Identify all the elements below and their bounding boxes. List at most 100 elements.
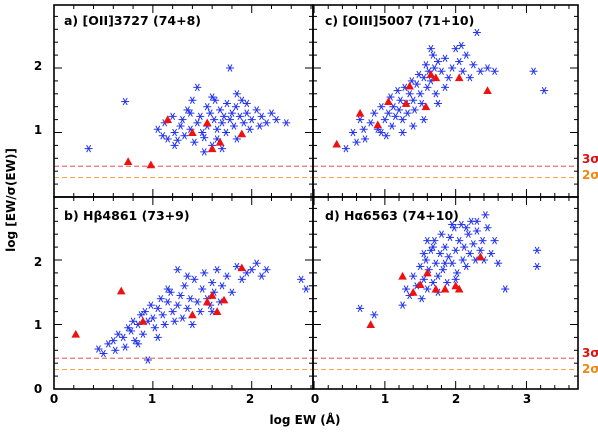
asterisk-point [222, 99, 231, 108]
asterisk-point [190, 138, 199, 146]
asterisk-point [160, 320, 169, 329]
asterisk-point [421, 61, 430, 69]
asterisk-point [356, 304, 365, 313]
asterisk-point [225, 115, 234, 124]
asterisk-point [222, 128, 231, 137]
asterisk-point [231, 102, 240, 111]
asterisk-point [222, 272, 231, 280]
y-tick-label: 2 [34, 255, 42, 269]
asterisk-point [121, 343, 130, 351]
triangle-point [237, 263, 247, 272]
asterisk-point [423, 83, 432, 92]
asterisk-point [384, 109, 393, 117]
triangle-point [207, 291, 217, 299]
panel-d [312, 196, 579, 390]
asterisk-point [153, 125, 162, 134]
asterisk-point [208, 278, 217, 287]
x-tick-label: 2 [246, 392, 254, 406]
asterisk-point [134, 340, 143, 348]
asterisk-point [203, 102, 212, 111]
triangle-point [440, 284, 450, 293]
y-tick-label: 1 [34, 123, 42, 137]
asterisk-point [176, 291, 185, 300]
asterisk-point [361, 135, 370, 143]
asterisk-point [370, 311, 379, 319]
panel-a [53, 4, 314, 198]
asterisk-point [436, 249, 445, 258]
asterisk-point [186, 109, 195, 117]
x-tick-label: 2 [452, 392, 460, 406]
asterisk-point [138, 330, 147, 338]
asterisk-point [393, 86, 402, 95]
asterisk-point [487, 249, 496, 258]
asterisk-point [163, 298, 172, 306]
asterisk-point [441, 259, 450, 267]
sigma-3-label: 3σ [582, 152, 598, 166]
triangle-point [207, 144, 217, 153]
asterisk-point [225, 64, 234, 72]
triangle-point [116, 286, 126, 295]
asterisk-point [166, 288, 175, 296]
asterisk-point [441, 54, 450, 63]
asterisk-point [462, 224, 471, 232]
asterisk-point [200, 148, 209, 156]
asterisk-point [483, 64, 492, 72]
asterisk-point [472, 28, 481, 37]
asterisk-point [170, 128, 179, 137]
asterisk-point [433, 57, 442, 66]
asterisk-point [282, 119, 291, 127]
asterisk-point [218, 282, 227, 290]
asterisk-point [247, 265, 256, 274]
asterisk-point [272, 115, 281, 124]
asterisk-point [183, 304, 192, 313]
asterisk-point [429, 243, 438, 251]
asterisk-point [445, 233, 454, 242]
x-tick-label: 1 [148, 392, 156, 406]
panel-title-b: b) Hβ4861 (73+9) [64, 208, 190, 223]
asterisk-point [153, 333, 162, 342]
asterisk-point [163, 285, 172, 293]
asterisk-point [430, 64, 439, 72]
asterisk-point [193, 119, 202, 127]
asterisk-point [109, 336, 118, 345]
asterisk-point [173, 136, 182, 144]
asterisk-point [302, 285, 311, 293]
asterisk-point [462, 51, 471, 59]
asterisk-point [490, 67, 499, 75]
asterisk-point [127, 327, 136, 335]
panel-title-c: c) [OIII]5007 (71+10) [325, 13, 474, 28]
asterisk-point [444, 73, 453, 82]
asterisk-point [257, 112, 266, 121]
asterisk-point [448, 259, 457, 267]
triangle-point [421, 102, 431, 111]
y-tick-label: 1 [34, 318, 42, 332]
triangle-point [415, 280, 425, 288]
triangle-point [431, 284, 441, 293]
asterisk-point [178, 115, 187, 124]
asterisk-point [352, 138, 361, 146]
asterisk-point [146, 301, 155, 309]
asterisk-point [235, 112, 244, 121]
plot-area [53, 4, 579, 390]
asterisk-point [483, 224, 492, 232]
asterisk-point [156, 294, 165, 303]
asterisk-point [237, 275, 246, 284]
asterisk-point [377, 102, 386, 111]
asterisk-point [229, 122, 238, 130]
asterisk-point [540, 86, 549, 95]
asterisk-point [437, 67, 446, 75]
asterisk-point [426, 44, 435, 53]
asterisk-point [366, 119, 375, 127]
asterisk-point [136, 311, 145, 319]
asterisk-point [196, 112, 205, 121]
asterisk-point [198, 285, 207, 293]
triangle-point [123, 157, 133, 165]
asterisk-point [380, 115, 389, 124]
triangle-point [483, 86, 492, 95]
asterisk-point [423, 285, 432, 293]
asterisk-point [419, 73, 428, 82]
asterisk-point [448, 220, 457, 229]
asterisk-point [148, 314, 157, 322]
asterisk-point [387, 122, 396, 130]
triangle-point [384, 97, 393, 105]
